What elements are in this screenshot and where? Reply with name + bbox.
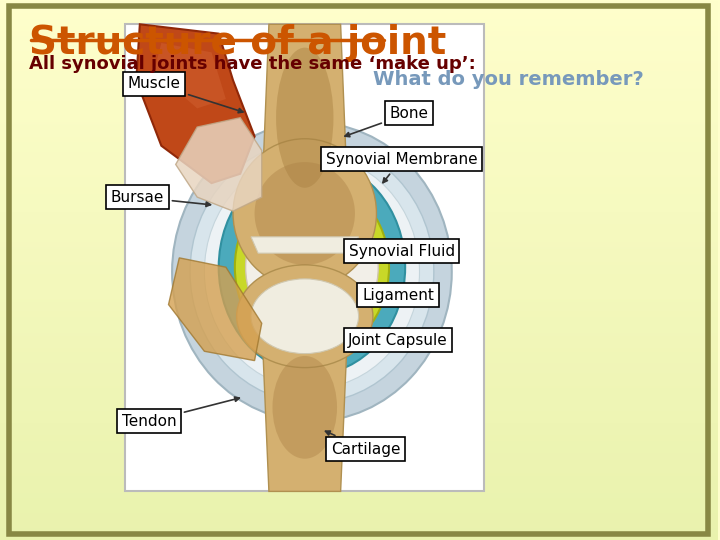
Ellipse shape xyxy=(190,141,434,403)
Ellipse shape xyxy=(204,155,420,389)
Ellipse shape xyxy=(246,192,378,342)
Polygon shape xyxy=(168,258,262,361)
Text: Cartilage: Cartilage xyxy=(325,431,400,457)
Ellipse shape xyxy=(233,139,377,288)
Polygon shape xyxy=(136,24,255,183)
Text: Tendon: Tendon xyxy=(122,397,239,429)
Ellipse shape xyxy=(272,356,337,458)
Ellipse shape xyxy=(237,265,373,368)
Ellipse shape xyxy=(172,123,451,421)
Text: Bone: Bone xyxy=(345,106,428,137)
Ellipse shape xyxy=(219,160,405,375)
Text: Synovial Fluid: Synovial Fluid xyxy=(348,244,454,259)
Ellipse shape xyxy=(262,284,348,349)
Text: What do you remember?: What do you remember? xyxy=(373,70,644,89)
Text: Ligament: Ligament xyxy=(362,288,434,303)
Polygon shape xyxy=(262,24,348,202)
Text: Structure of a joint: Structure of a joint xyxy=(29,24,446,62)
Ellipse shape xyxy=(276,48,333,188)
Text: Bursae: Bursae xyxy=(111,190,210,206)
Text: Muscle: Muscle xyxy=(127,76,243,113)
Polygon shape xyxy=(262,323,348,491)
Text: Synovial Membrane: Synovial Membrane xyxy=(325,152,477,183)
FancyBboxPatch shape xyxy=(125,24,484,491)
Text: Joint Capsule: Joint Capsule xyxy=(348,333,448,348)
Ellipse shape xyxy=(251,279,359,354)
Ellipse shape xyxy=(235,178,389,356)
Polygon shape xyxy=(154,43,226,109)
Polygon shape xyxy=(176,118,262,211)
Text: All synovial joints have the same ‘make up’:: All synovial joints have the same ‘make … xyxy=(29,55,475,73)
Ellipse shape xyxy=(255,162,355,265)
Polygon shape xyxy=(251,237,359,253)
